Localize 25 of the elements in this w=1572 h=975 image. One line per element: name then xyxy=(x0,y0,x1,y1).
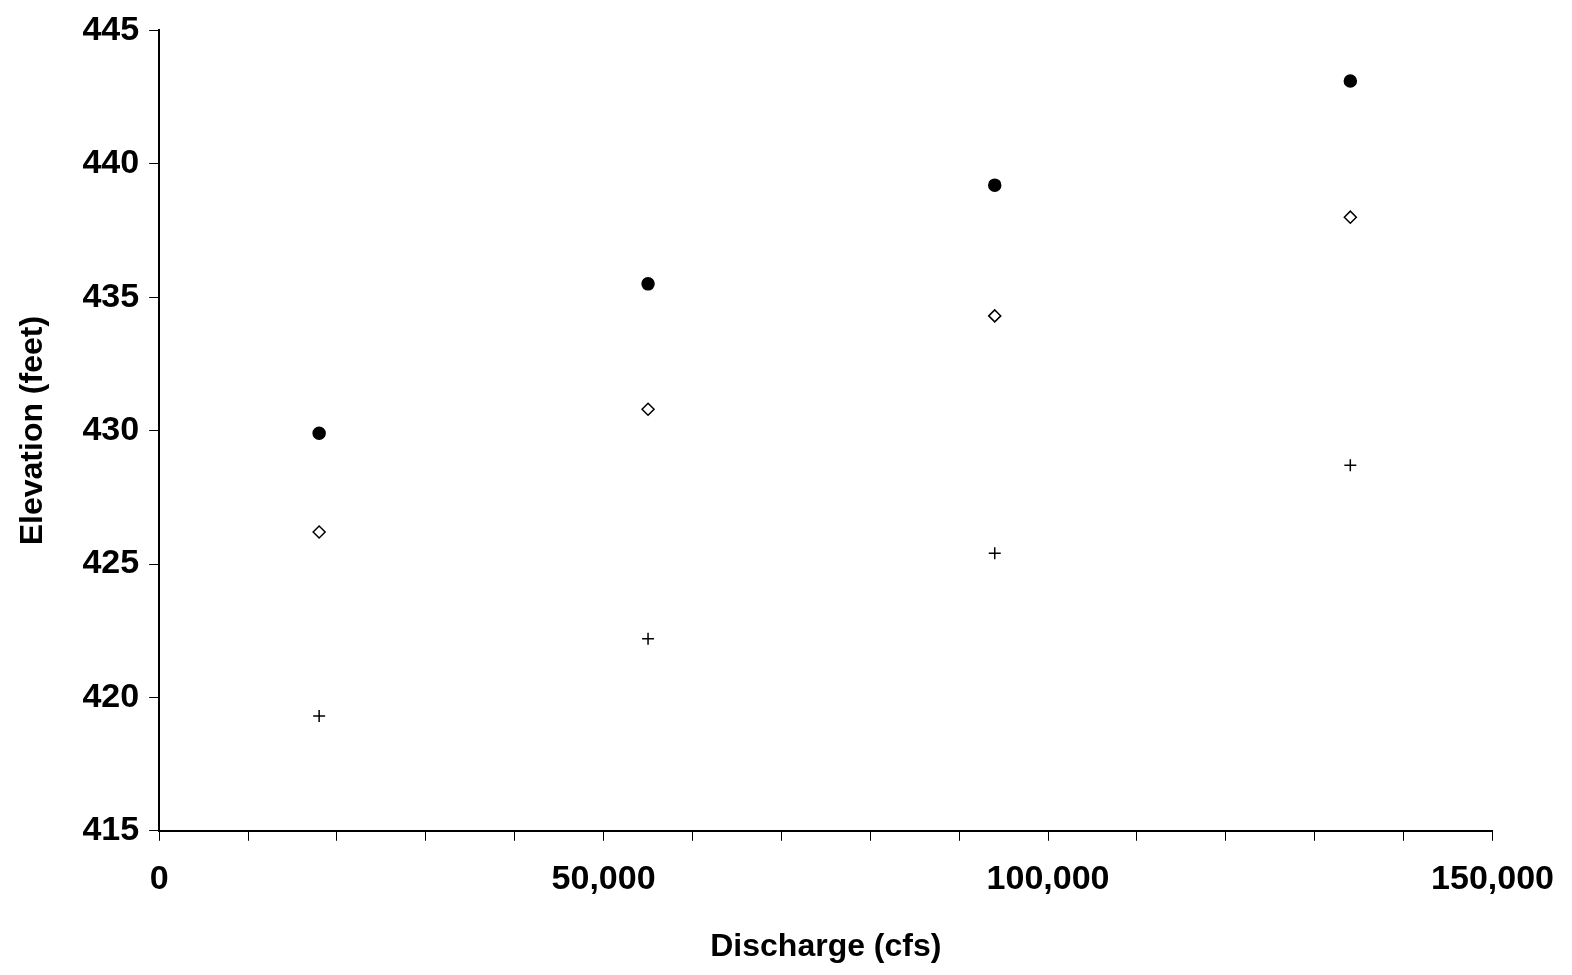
y-tick-label: 430 xyxy=(82,408,140,447)
point xyxy=(987,309,1002,323)
point xyxy=(987,178,1002,192)
y-tick-label: 420 xyxy=(82,675,140,714)
point xyxy=(641,402,655,417)
point xyxy=(1343,74,1358,88)
point xyxy=(987,546,1002,561)
x-axis-title: Discharge (cfs) xyxy=(710,926,942,963)
point xyxy=(312,426,326,441)
y-tick-label: 425 xyxy=(82,542,140,581)
point xyxy=(1343,210,1358,224)
x-tick-label: 0 xyxy=(149,857,169,896)
point xyxy=(312,709,326,723)
x-tick-label: 50,000 xyxy=(551,857,656,896)
point xyxy=(641,277,655,291)
y-tick-label: 445 xyxy=(82,8,140,47)
y-axis-title: Elevation (feet) xyxy=(13,315,50,546)
x-tick-label: 150,000 xyxy=(1431,857,1554,896)
y-tick-label: 435 xyxy=(82,275,140,314)
y-tick-label: 415 xyxy=(82,809,140,848)
x-tick-label: 100,000 xyxy=(986,857,1110,896)
point xyxy=(641,631,655,646)
y-tick-label: 440 xyxy=(82,142,140,181)
point xyxy=(312,525,326,539)
point xyxy=(1343,458,1358,473)
